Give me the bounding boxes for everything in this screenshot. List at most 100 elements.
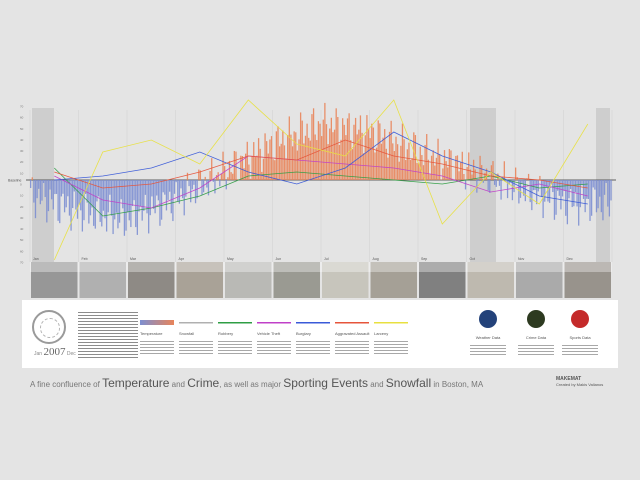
temperature-bar [186, 172, 189, 180]
temperature-bar [89, 180, 92, 216]
temperature-bar [141, 180, 143, 221]
temperature-bar [468, 152, 470, 180]
temperature-bar [464, 180, 467, 190]
temperature-bar [160, 180, 163, 220]
legend-label: Aggravated Assault [335, 331, 370, 336]
temperature-bar [343, 124, 345, 180]
temperature-bar [382, 137, 384, 180]
temperature-bar [421, 155, 423, 180]
temperature-bar [241, 156, 244, 180]
temperature-bar [175, 180, 177, 183]
temperature-bar [107, 180, 109, 213]
temperature-bar [148, 180, 150, 234]
legend-label: Burglary [296, 331, 311, 336]
temperature-bar [306, 123, 308, 180]
temperature-bar [384, 129, 386, 180]
temperature-bar [36, 180, 38, 199]
temperature-bar [409, 160, 412, 180]
temperature-bar [277, 126, 279, 180]
temperature-bar [162, 180, 164, 193]
temperature-bar [411, 158, 413, 180]
temperature-bar [138, 180, 140, 212]
temperature-bar [325, 124, 328, 180]
temperature-bar [573, 180, 575, 207]
temperature-bar [295, 132, 297, 180]
event-photo [419, 262, 466, 298]
temperature-bar [185, 180, 187, 197]
temperature-bar [253, 142, 255, 180]
temperature-bar [164, 180, 166, 195]
temperature-bar [54, 180, 56, 195]
x-tick-label: Jan [33, 257, 39, 261]
temperature-bar [211, 158, 213, 180]
temperature-bar [353, 124, 355, 180]
legend-column: Snowfall [179, 310, 213, 362]
temperature-bar [170, 180, 172, 214]
temperature-bar [264, 133, 266, 180]
temperature-bar [93, 180, 95, 226]
temperature-bar [515, 167, 517, 180]
x-tick-label: Mar [130, 257, 137, 261]
temperature-bar [322, 119, 324, 180]
temperature-bar [414, 135, 417, 180]
legend-swatch [218, 320, 252, 325]
temperature-bar [324, 102, 326, 180]
temperature-bar [84, 180, 87, 194]
temperature-bar [173, 180, 176, 194]
temperature-bar [101, 180, 103, 227]
temperature-bar [123, 180, 126, 236]
source-logo-column: Sports Data [562, 310, 598, 362]
source-description [562, 343, 598, 355]
temperature-bar [537, 180, 539, 192]
temperature-bar [518, 180, 520, 204]
baseline-label: Baseline [8, 179, 21, 183]
temperature-bar [190, 180, 192, 203]
temperature-bar [558, 180, 560, 196]
temperature-bar [545, 180, 548, 188]
temperature-bar [364, 135, 366, 180]
series-line-burglary [54, 131, 588, 205]
temperature-bar [435, 157, 438, 180]
event-photo [273, 262, 320, 298]
temperature-bar [508, 180, 510, 185]
temperature-bar [595, 180, 598, 213]
event-photo [128, 262, 175, 298]
temperature-bar [227, 177, 229, 180]
temperature-bar [303, 143, 305, 180]
temperature-bar [261, 171, 263, 180]
temperature-bar [476, 180, 478, 193]
temperature-bar [102, 180, 105, 211]
temperature-bar [439, 154, 441, 180]
temperature-bar [380, 143, 383, 180]
temperature-bar [463, 174, 465, 180]
maker-name: MAKEMAT [556, 376, 582, 382]
temperature-bar [57, 180, 59, 221]
temperature-bar [298, 139, 300, 180]
x-tick-label: Oct [470, 257, 475, 261]
temperature-bar [350, 140, 352, 180]
temperature-bar [296, 150, 299, 180]
title-keyword: Crime [187, 376, 220, 390]
temperature-bar [272, 159, 274, 180]
temperature-bar [460, 162, 462, 180]
temperature-bar [589, 180, 591, 221]
temperature-bar [274, 160, 276, 180]
temperature-bar [266, 141, 268, 180]
temperature-bar [293, 131, 295, 180]
title-keyword: Sporting Events [283, 376, 368, 390]
temperature-bar [222, 151, 224, 180]
temperature-bar [447, 167, 449, 180]
temperature-bar [183, 180, 185, 216]
temperature-bar [262, 158, 265, 180]
temperature-bar [128, 180, 130, 221]
temperature-bar [346, 118, 349, 180]
temperature-bar [340, 139, 342, 180]
temperature-bar [568, 180, 570, 199]
temperature-bar [321, 136, 323, 180]
temperature-bar [332, 132, 334, 180]
title-text: in Boston, MA [431, 380, 484, 389]
temperature-bar [455, 155, 457, 180]
temperature-bar [377, 120, 379, 180]
temperature-bar [232, 173, 234, 180]
